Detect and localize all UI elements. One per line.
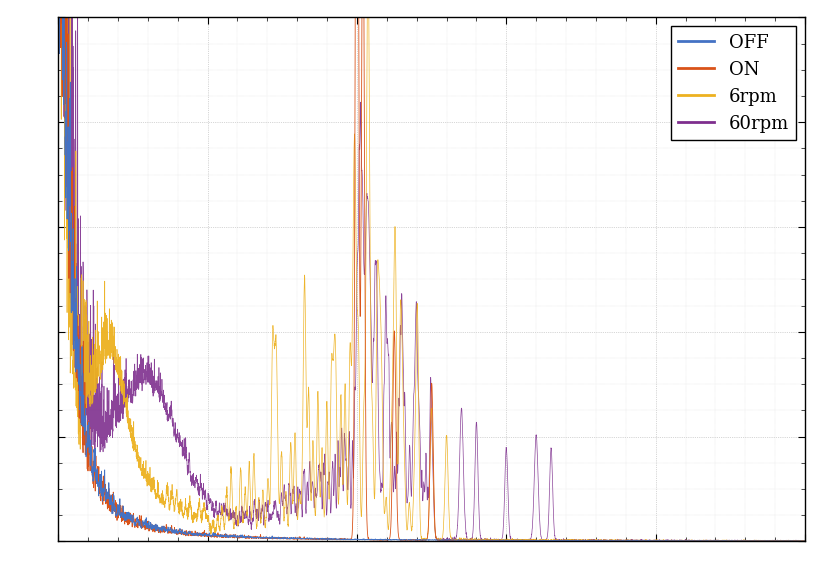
ON	[339, 537, 349, 544]
Line: ON: ON	[58, 0, 805, 541]
OFF	[339, 535, 349, 542]
60rpm	[667, 537, 677, 544]
OFF	[501, 537, 511, 544]
ON	[189, 531, 199, 538]
ON	[797, 538, 807, 545]
Line: OFF: OFF	[58, 0, 805, 541]
60rpm	[611, 537, 621, 544]
ON	[53, 157, 63, 164]
6rpm	[798, 537, 808, 544]
6rpm	[800, 537, 810, 544]
OFF	[611, 537, 621, 544]
60rpm	[798, 537, 808, 544]
6rpm	[667, 537, 677, 544]
6rpm	[540, 537, 549, 544]
60rpm	[800, 537, 810, 544]
ON	[667, 537, 677, 544]
ON	[611, 537, 621, 544]
ON	[501, 537, 511, 544]
Line: 6rpm: 6rpm	[58, 0, 805, 541]
60rpm	[540, 537, 549, 544]
Legend: OFF, ON, 6rpm, 60rpm: OFF, ON, 6rpm, 60rpm	[671, 27, 796, 140]
OFF	[667, 537, 677, 544]
6rpm	[501, 537, 511, 544]
6rpm	[189, 516, 199, 523]
6rpm	[339, 450, 349, 457]
ON	[800, 538, 810, 545]
60rpm	[339, 465, 349, 472]
60rpm	[189, 480, 199, 487]
ON	[540, 537, 549, 544]
OFF	[189, 532, 199, 539]
6rpm	[611, 537, 621, 544]
60rpm	[501, 445, 511, 452]
Line: 60rpm: 60rpm	[58, 0, 805, 541]
OFF	[800, 538, 810, 545]
OFF	[540, 537, 549, 544]
OFF	[53, 31, 63, 38]
